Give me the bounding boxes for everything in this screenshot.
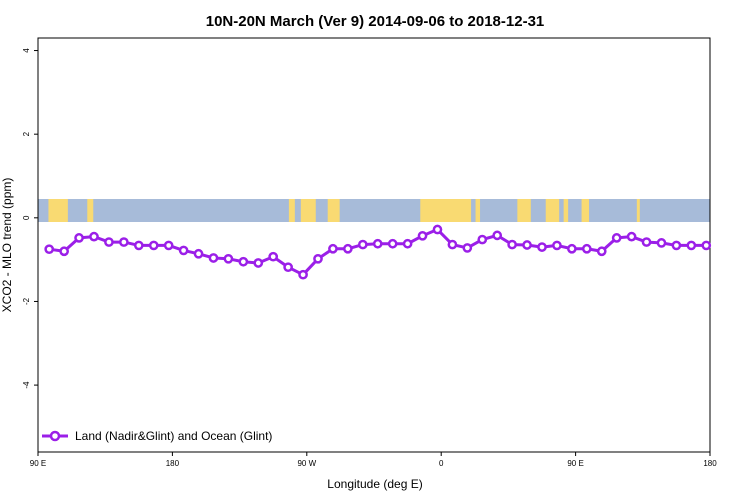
data-point	[59, 246, 69, 257]
y-tick-label: 0	[22, 215, 31, 220]
land-patch	[48, 199, 68, 222]
land-patch	[87, 199, 94, 222]
legend-entry: Land (Nadir&Glint) and Ocean (Glint)	[75, 429, 272, 443]
x-tick-label: 180	[703, 459, 717, 468]
data-point	[462, 243, 473, 253]
data-point	[596, 246, 607, 257]
legend: Land (Nadir&Glint) and Ocean (Glint)	[42, 429, 272, 443]
data-point	[626, 231, 637, 242]
land-patch	[563, 199, 569, 222]
data-point	[44, 244, 55, 255]
data-point	[387, 238, 398, 249]
data-point	[328, 243, 338, 254]
data-point	[372, 238, 383, 249]
data-point	[477, 234, 488, 245]
land-patch	[581, 199, 590, 222]
land-patch	[420, 199, 472, 222]
land-patch	[545, 199, 560, 222]
data-point	[641, 237, 652, 247]
data-point	[507, 239, 517, 250]
series-line	[48, 228, 707, 277]
data-point	[581, 243, 592, 254]
data-point	[537, 242, 547, 252]
data-point	[357, 239, 368, 250]
x-axis-label: Longitude (deg E)	[327, 477, 422, 491]
series-land-ocean	[44, 224, 712, 280]
data-point	[89, 231, 99, 242]
data-point	[447, 239, 458, 250]
y-tick-label: 4	[22, 48, 31, 53]
land-patch	[327, 199, 340, 222]
x-axis: 90 E 180 90 W 0 90 E 180	[30, 452, 717, 468]
land-patch	[517, 199, 531, 222]
land-patch	[288, 199, 295, 222]
data-point	[313, 253, 323, 264]
data-point	[133, 240, 144, 251]
data-point	[298, 269, 308, 280]
x-tick-label: 90 E	[567, 459, 583, 468]
data-point	[223, 253, 234, 264]
data-point	[193, 248, 204, 259]
y-axis: 4 2 0 -2 -4	[22, 48, 38, 389]
data-point	[119, 237, 129, 247]
land-ocean-map-strip	[38, 199, 710, 222]
data-point	[522, 240, 532, 250]
data-point	[283, 262, 293, 273]
data-point	[492, 230, 503, 241]
ocean-band	[38, 199, 710, 222]
y-tick-label: -4	[22, 381, 31, 389]
data-point	[253, 258, 264, 268]
data-point	[552, 240, 562, 251]
x-tick-label: 90 W	[297, 459, 316, 468]
data-point	[208, 253, 219, 263]
land-patch	[636, 199, 640, 222]
x-tick-label: 0	[439, 459, 444, 468]
data-point	[178, 245, 189, 256]
data-point	[343, 243, 353, 254]
data-point	[567, 243, 577, 254]
data-point	[656, 238, 667, 248]
y-axis-label: XCO2 - MLO trend (ppm)	[0, 178, 14, 313]
y-tick-label: 2	[22, 131, 31, 136]
legend-marker	[49, 430, 61, 442]
chart-title: 10N-20N March (Ver 9) 2014-09-06 to 2018…	[206, 13, 545, 30]
land-patch	[475, 199, 481, 222]
land-patch	[300, 199, 316, 222]
data-point	[402, 238, 413, 249]
data-point	[611, 233, 622, 243]
x-tick-label: 180	[166, 459, 180, 468]
data-point	[268, 251, 279, 262]
data-point	[238, 256, 249, 267]
data-point	[163, 240, 174, 251]
data-point	[74, 233, 84, 243]
data-point	[148, 240, 159, 251]
data-point	[671, 240, 682, 251]
land-patch	[90, 199, 93, 222]
data-point	[104, 237, 114, 247]
data-point	[701, 240, 712, 251]
data-point	[686, 240, 697, 251]
y-tick-label: -2	[22, 297, 31, 305]
data-point	[417, 230, 428, 241]
data-point	[432, 224, 443, 235]
x-tick-label: 90 E	[30, 459, 46, 468]
